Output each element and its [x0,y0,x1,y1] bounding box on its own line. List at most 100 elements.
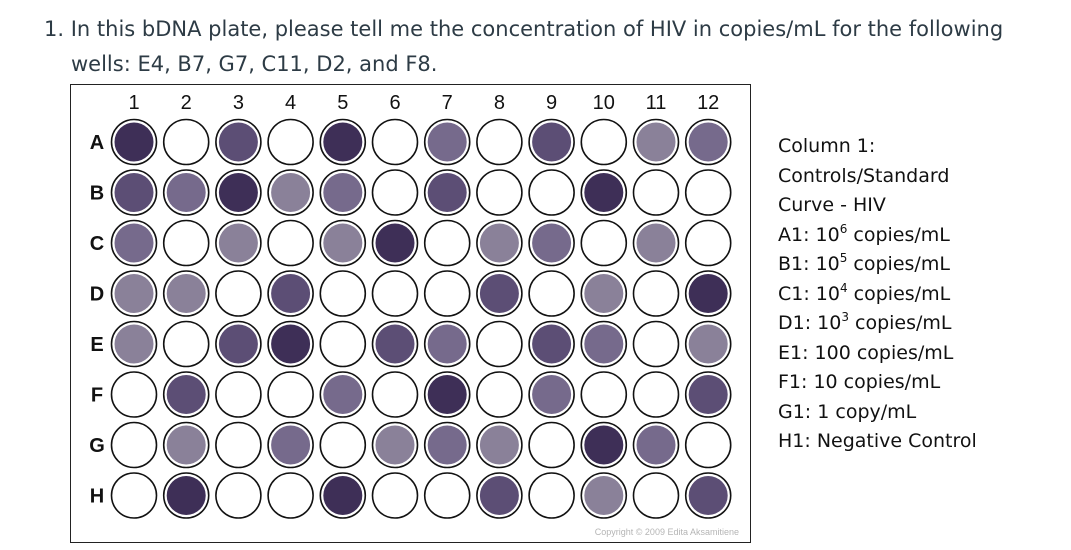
well-H6 [371,472,419,519]
well-B7 [423,169,471,216]
well-B5 [319,169,367,216]
well-G4 [267,421,314,469]
well-F4 [267,371,314,418]
legend-line: Column 1: [778,132,1058,162]
copyright-text: Copyright © 2009 Edita Aksamitiene [595,527,739,537]
legend-unit: copies/mL [848,312,952,334]
well-G10 [580,421,628,469]
legend-line: Curve - HIV [778,191,1058,221]
well-E2 [162,320,210,368]
well-B8 [476,169,523,216]
well-F10 [580,371,628,418]
well-D11 [632,270,680,317]
legend-unit: copies/mL [847,253,950,275]
well-G6 [371,421,419,469]
well-B11 [632,169,680,216]
row-label-A: A [90,132,104,154]
column-label-5: 5 [337,92,348,114]
legend-text: B1: 10 [778,253,840,275]
well-A3 [215,118,262,166]
legend-line: E1: 100 copies/mL [778,339,1058,369]
well-A10 [580,118,628,166]
question-line-2: wells: E4, B7, G7, C11, D2, and F8. [71,52,438,76]
row-label-E: E [90,334,103,356]
well-E5 [319,320,367,368]
well-A1 [110,118,158,166]
well-B6 [371,169,419,216]
well-G7 [423,421,471,469]
well-F2 [162,371,210,418]
legend-text: E1: 100 copies/mL [778,341,954,364]
well-C6 [371,219,419,267]
column-label-9: 9 [546,92,557,114]
legend-line: H1: Negative Control [778,427,1058,457]
well-D6 [371,270,419,317]
legend-text: Curve - HIV [778,194,886,216]
well-F7 [423,371,471,418]
well-H3 [215,472,262,519]
legend-line: C1: 104 copies/mL [778,280,1058,310]
well-H1 [110,472,158,519]
well-H9 [528,472,575,519]
well-C7 [423,219,471,267]
column-label-11: 11 [646,92,667,114]
question-text: 1. In this bDNA plate, please tell me th… [44,12,1044,82]
legend-panel: Column 1: Controls/Standard Curve - HIV A1:… [778,132,1058,457]
legend-line: G1: 1 copy/mL [778,398,1058,428]
well-H2 [162,472,210,519]
well-F8 [476,371,523,418]
well-B9 [528,169,575,216]
well-E8 [476,320,523,368]
well-E10 [580,320,628,368]
well-G12 [684,421,732,469]
legend-exponent: 5 [839,251,848,265]
well-C4 [267,219,314,267]
well-G5 [319,421,367,469]
well-H7 [423,472,471,519]
well-F12 [684,371,732,418]
well-F6 [371,371,419,418]
column-label-4: 4 [285,92,296,114]
legend-exponent: 4 [839,280,848,295]
legend-unit: copies/mL [847,223,950,246]
row-label-B: B [90,183,104,205]
well-A12 [684,118,732,166]
well-G11 [632,421,680,469]
well-E4 [267,320,314,368]
column-label-6: 6 [389,92,400,114]
column-label-2: 2 [181,92,192,114]
well-G1 [110,421,158,469]
well-B12 [684,169,732,216]
legend-text: F1: 10 copies/mL [778,371,941,393]
well-E6 [371,320,419,368]
well-A11 [632,118,680,166]
column-label-10: 10 [593,92,615,114]
legend-line: D1: 103 copies/mL [778,309,1058,339]
question-line-1: In this bDNA plate, please tell me the c… [70,17,1004,41]
well-A2 [162,118,210,166]
well-B2 [162,169,210,216]
well-C1 [110,219,158,267]
well-H10 [580,472,628,519]
well-D3 [215,270,262,317]
well-G3 [215,421,262,469]
row-label-H: H [90,486,104,508]
well-B1 [110,169,158,216]
plate-diagram: 1 2 3 4 5 6 7 8 9 10 11 12 A B C D E F G H Copyright © 2009 … [70,84,751,543]
well-F9 [528,371,575,418]
well-B10 [580,169,628,216]
well-D2 [162,270,210,317]
well-G9 [528,421,575,469]
column-label-1: 1 [128,92,139,114]
well-D1 [110,270,158,317]
legend-line: F1: 10 copies/mL [778,368,1058,398]
well-E3 [215,320,262,368]
well-F11 [632,371,680,418]
well-C9 [528,219,575,267]
well-B4 [267,169,314,216]
well-H8 [476,472,523,519]
well-F5 [319,371,367,418]
well-G8 [476,421,523,469]
legend-text: Column 1: [778,135,876,157]
